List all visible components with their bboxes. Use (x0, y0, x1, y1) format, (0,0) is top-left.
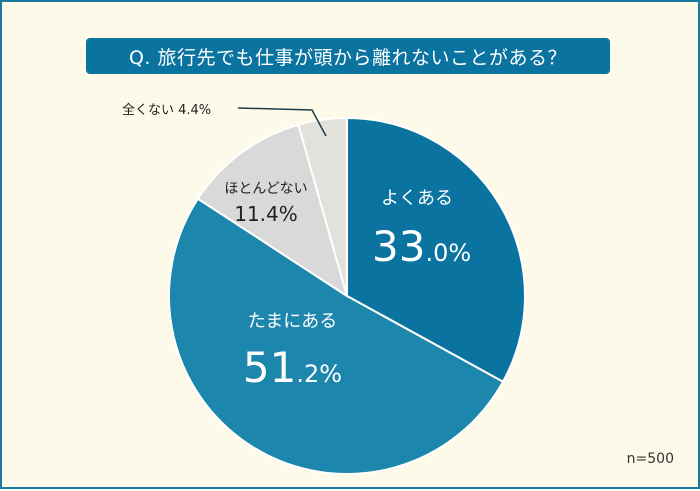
label-rarely: ほとんどない 11.4% (224, 181, 308, 226)
slice-often (346, 116, 526, 384)
label-sometimes: たまにある 51.2% (242, 311, 343, 392)
never-leader-line (237, 107, 327, 137)
label-never: 全くない 4.4% (122, 103, 212, 118)
slice-never (297, 116, 348, 297)
sample-size: n=500 (626, 451, 674, 467)
chart-title: Q. 旅行先でも仕事が頭から離れないことがある？ (86, 38, 610, 74)
slice-sometimes (168, 197, 505, 475)
label-often: よくある 33.0% (372, 188, 472, 271)
